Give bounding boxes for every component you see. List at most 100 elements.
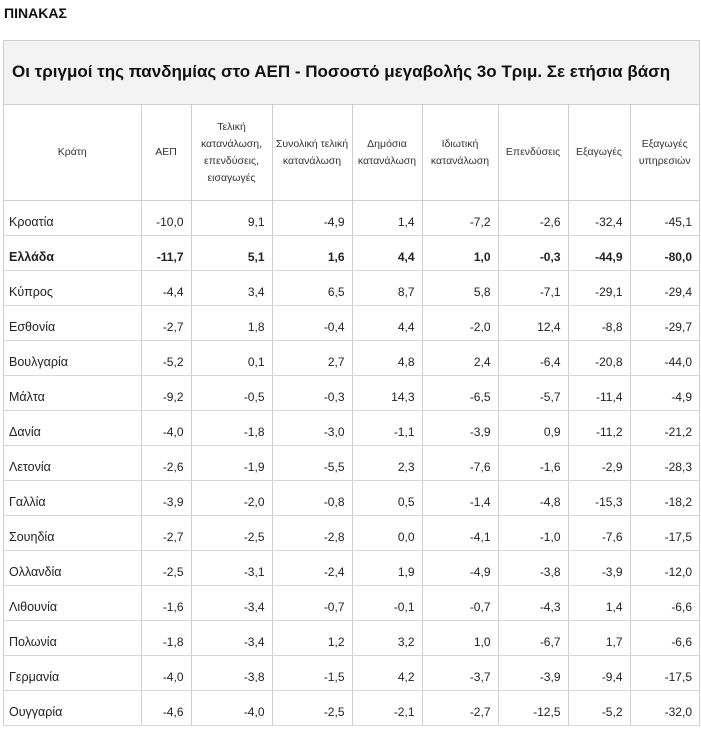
value-cell: -2,7 [141,515,192,551]
value-cell: -1,5 [272,655,353,691]
value-cell: 6,5 [272,270,353,306]
table-row: Γαλλία -3,9 -2,0 -0,8 0,5 -1,4 -4,8 -15,3 -18,2 [4,480,699,516]
value-cell: 9,1 [191,200,273,236]
col-header-private-consumption: Ιδιωτική κατανάλωση [422,105,499,201]
value-cell: -17,5 [630,655,699,691]
table-row: Εσθονία -2,7 1,8 -0,4 4,4 -2,0 12,4 -8,8 -29,7 [4,305,699,341]
value-cell: -4,9 [272,200,353,236]
country-cell: Ελλάδα [4,235,142,271]
value-cell: 1,4 [352,200,423,236]
table-row: Γερμανία -4,0 -3,8 -1,5 4,2 -3,7 -3,9 -9,4 -17,5 [4,655,699,691]
value-cell: -2,1 [352,690,423,726]
value-cell: 1,4 [568,585,631,621]
value-cell: -15,3 [568,480,631,516]
value-cell: -12,5 [498,690,569,726]
value-cell: -1,0 [498,515,569,551]
value-cell: -1,6 [141,585,192,621]
value-cell: 5,8 [422,270,499,306]
col-header-final-consumption-investment-imports: Τελική κατανάλωση, επενδύσεις, εισαγωγές [191,105,273,201]
value-cell: 4,2 [352,655,423,691]
value-cell: -5,7 [498,375,569,411]
value-cell: -11,2 [568,410,631,446]
value-cell: -7,6 [568,515,631,551]
value-cell: -6,7 [498,620,569,656]
country-cell: Βουλγαρία [4,340,142,376]
value-cell: -17,5 [630,515,699,551]
value-cell: -2,5 [272,690,353,726]
table-row: Λετονία -2,6 -1,9 -5,5 2,3 -7,6 -1,6 -2,9 -28,3 [4,445,699,481]
value-cell: -4,1 [422,515,499,551]
value-cell: -2,5 [191,515,273,551]
value-cell: -6,4 [498,340,569,376]
value-cell: -1,8 [141,620,192,656]
value-cell: -3,9 [141,480,192,516]
col-header-investment: Επενδύσεις [498,105,569,201]
value-cell: -7,1 [498,270,569,306]
value-cell: 1,9 [352,550,423,586]
value-cell: -2,0 [422,305,499,341]
value-cell: 0,5 [352,480,423,516]
country-cell: Εσθονία [4,305,142,341]
country-cell: Λιθουνία [4,585,142,621]
value-cell: -9,4 [568,655,631,691]
table-row: Ολλανδία -2,5 -3,1 -2,4 1,9 -4,9 -3,8 -3,9 -12,0 [4,550,699,586]
value-cell: 4,4 [352,235,423,271]
table-row: Κροατία -10,0 9,1 -4,9 1,4 -7,2 -2,6 -32,4 -45,1 [4,200,699,236]
value-cell: -7,6 [422,445,499,481]
table-row: Πολωνία -1,8 -3,4 1,2 3,2 1,0 -6,7 1,7 -6,6 [4,620,699,656]
country-cell: Λετονία [4,445,142,481]
value-cell: 1,2 [272,620,353,656]
value-cell: -21,2 [630,410,699,446]
table-row: Δανία -4,0 -1,8 -3,0 -1,1 -3,9 0,9 -11,2 -21,2 [4,410,699,446]
value-cell: -0,1 [352,585,423,621]
value-cell: -1,4 [422,480,499,516]
value-cell: -1,1 [352,410,423,446]
value-cell: 2,4 [422,340,499,376]
value-cell: -2,4 [272,550,353,586]
value-cell: 8,7 [352,270,423,306]
value-cell: -2,7 [141,305,192,341]
value-cell: -3,0 [272,410,353,446]
value-cell: -44,9 [568,235,631,271]
value-cell: -4,9 [630,375,699,411]
value-cell: -0,7 [272,585,353,621]
country-cell: Δανία [4,410,142,446]
country-cell: Πολωνία [4,620,142,656]
value-cell: 0,1 [191,340,273,376]
value-cell: -0,3 [272,375,353,411]
value-cell: -0,7 [422,585,499,621]
value-cell: -2,9 [568,445,631,481]
value-cell: -20,8 [568,340,631,376]
value-cell: -29,1 [568,270,631,306]
country-cell: Κροατία [4,200,142,236]
value-cell: -8,8 [568,305,631,341]
value-cell: -45,1 [630,200,699,236]
value-cell: -2,6 [141,445,192,481]
country-cell: Γαλλία [4,480,142,516]
value-cell: -4,9 [422,550,499,586]
value-cell: -3,4 [191,620,273,656]
value-cell: -4,0 [191,690,273,726]
value-cell: 12,4 [498,305,569,341]
col-header-total-final-consumption: Συνολική τελική κατανάλωση [272,105,353,201]
value-cell: -5,2 [141,340,192,376]
table-row: Σουηδία -2,7 -2,5 -2,8 0,0 -4,1 -1,0 -7,6 -17,5 [4,515,699,551]
table-row: Λιθουνία -1,6 -3,4 -0,7 -0,1 -0,7 -4,3 1,4 -6,6 [4,585,699,621]
table-row: Βουλγαρία -5,2 0,1 2,7 4,8 2,4 -6,4 -20,8 -44,0 [4,340,699,376]
value-cell: -29,7 [630,305,699,341]
value-cell: -9,2 [141,375,192,411]
value-cell: 0,0 [352,515,423,551]
table-row: Ουγγαρία -4,6 -4,0 -2,5 -2,1 -2,7 -12,5 -5,2 -32… [4,690,699,726]
value-cell: 1,6 [272,235,353,271]
value-cell: -29,4 [630,270,699,306]
value-cell: 5,1 [191,235,273,271]
value-cell: -2,7 [422,690,499,726]
value-cell: -2,8 [272,515,353,551]
value-cell: -80,0 [630,235,699,271]
country-cell: Ολλανδία [4,550,142,586]
value-cell: 1,7 [568,620,631,656]
col-header-service-exports: Εξαγωγές υπηρεσιών [630,105,699,201]
value-cell: -18,2 [630,480,699,516]
col-header-country: Κράτη [4,105,142,201]
value-cell: 4,4 [352,305,423,341]
